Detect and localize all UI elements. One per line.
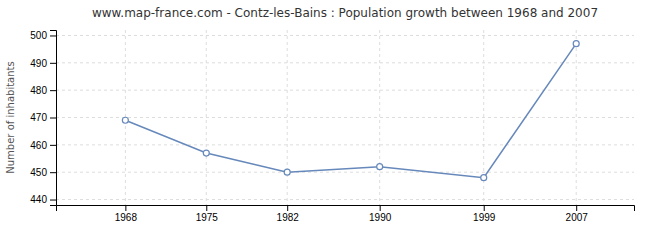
- x-tick-label: 1982: [277, 212, 300, 223]
- y-tick: 460: [30, 140, 56, 151]
- y-tick-mark: [50, 200, 56, 201]
- y-tick: 440: [30, 194, 56, 205]
- y-tick-label: 450: [30, 167, 47, 178]
- y-axis: 440 450 460 470 480 490 500: [30, 30, 56, 205]
- y-tick-mark: [50, 145, 56, 146]
- y-tick: 480: [30, 85, 56, 96]
- x-tick: 1975: [196, 205, 219, 223]
- y-tick-label: 470: [30, 112, 47, 123]
- y-tick: 500: [30, 30, 56, 41]
- grid-line: [56, 35, 634, 36]
- x-tick-mark: [484, 205, 485, 211]
- plot: 1968197519821990199920074404504604704804…: [30, 30, 634, 223]
- grid-line: [287, 30, 288, 205]
- x-tick-mark: [380, 205, 381, 211]
- grid-line: [379, 30, 380, 205]
- grid-line: [206, 30, 207, 205]
- x-tick: 1990: [369, 205, 392, 223]
- x-tick: 1968: [115, 205, 138, 223]
- y-tick-mark: [50, 118, 56, 119]
- x-tick-label: 1990: [369, 212, 392, 223]
- y-tick-mark: [50, 63, 56, 64]
- point: [122, 117, 128, 123]
- x-tick: 1999: [473, 205, 496, 223]
- grid-line: [56, 90, 634, 91]
- x-axis-line: [57, 206, 635, 212]
- grid-line: [56, 172, 634, 173]
- chart: 1968197519821990199920074404504604704804…: [0, 0, 650, 229]
- x-tick-label: 1975: [196, 212, 219, 223]
- x-tick: 1982: [277, 205, 300, 223]
- y-tick: 470: [30, 112, 56, 123]
- grid-line: [56, 199, 634, 200]
- point: [284, 169, 290, 175]
- y-tick-label: 490: [30, 58, 47, 69]
- x-tick-label: 1968: [115, 212, 138, 223]
- y-tick-label: 440: [30, 194, 47, 205]
- y-tick-mark: [50, 35, 56, 36]
- y-tick-label: 500: [30, 30, 47, 41]
- x-tick-mark: [125, 205, 126, 211]
- series: [122, 41, 579, 181]
- point: [573, 41, 579, 47]
- x-tick-label: 1999: [473, 212, 496, 223]
- y-tick: 450: [30, 167, 56, 178]
- x-tick: 2007: [566, 205, 589, 223]
- line: [125, 44, 576, 178]
- x-axis: 1968 1975 1982 1990 1999 2007: [57, 205, 635, 223]
- point: [377, 164, 383, 170]
- point: [203, 150, 209, 156]
- x-tick-mark: [576, 205, 577, 211]
- grid-line: [56, 144, 634, 145]
- grid-line: [56, 62, 634, 63]
- grid-line: [56, 117, 634, 118]
- y-tick: 490: [30, 58, 56, 69]
- y-axis-title: Number of inhabitants: [5, 61, 16, 173]
- y-axis-line: [50, 31, 57, 206]
- point: [481, 175, 487, 181]
- x-tick-label: 2007: [566, 212, 589, 223]
- title: www.map-france.com - Contz-les-Bains : P…: [92, 6, 598, 20]
- y-tick-label: 460: [30, 140, 47, 151]
- y-tick-label: 480: [30, 85, 47, 96]
- x-tick-mark: [206, 205, 207, 211]
- x-tick-mark: [287, 205, 288, 211]
- y-tick-mark: [50, 90, 56, 91]
- grid: [56, 30, 634, 205]
- y-tick-mark: [50, 172, 56, 173]
- grid-line: [576, 30, 577, 205]
